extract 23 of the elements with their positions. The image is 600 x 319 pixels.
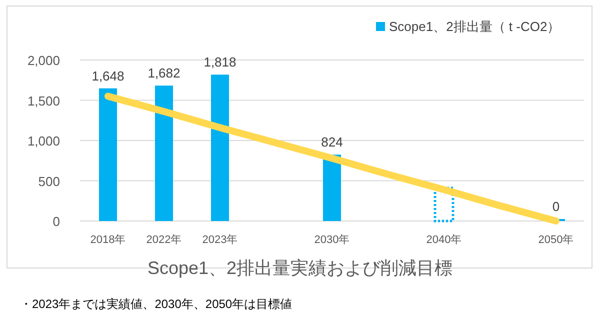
x-tick-label: 2018年	[90, 234, 126, 246]
bar	[434, 186, 454, 222]
x-tick-label: 2030年	[314, 234, 350, 246]
text: Scope1、2排出量実績および削減目標	[147, 258, 453, 278]
y-tick-label: 0	[52, 214, 60, 229]
x-tick-label: 2050年	[538, 234, 574, 246]
bar	[155, 86, 173, 221]
bar	[211, 74, 229, 221]
data-label: 824	[321, 134, 343, 150]
y-tick-label: 2,000	[27, 53, 60, 68]
data-label: 1,818	[204, 54, 236, 70]
text: ・2023年までは実績値、2030年、2050年は目標値	[20, 297, 292, 311]
data-label: 0	[552, 199, 560, 214]
legend-label: Scope1、2排出量（ t -CO2）	[389, 19, 560, 34]
y-tick-label: 500	[38, 174, 60, 189]
data-label: 1,682	[148, 66, 180, 81]
x-tick-label: 2040年	[426, 234, 462, 246]
x-tick-label: 2023年	[202, 234, 238, 246]
data-label: 1,648	[92, 68, 124, 84]
y-tick-label: 1,000	[27, 134, 60, 148]
x-tick-label: 2022年	[146, 234, 182, 246]
y-tick-label: 1,500	[27, 93, 60, 108]
bar	[99, 88, 117, 221]
